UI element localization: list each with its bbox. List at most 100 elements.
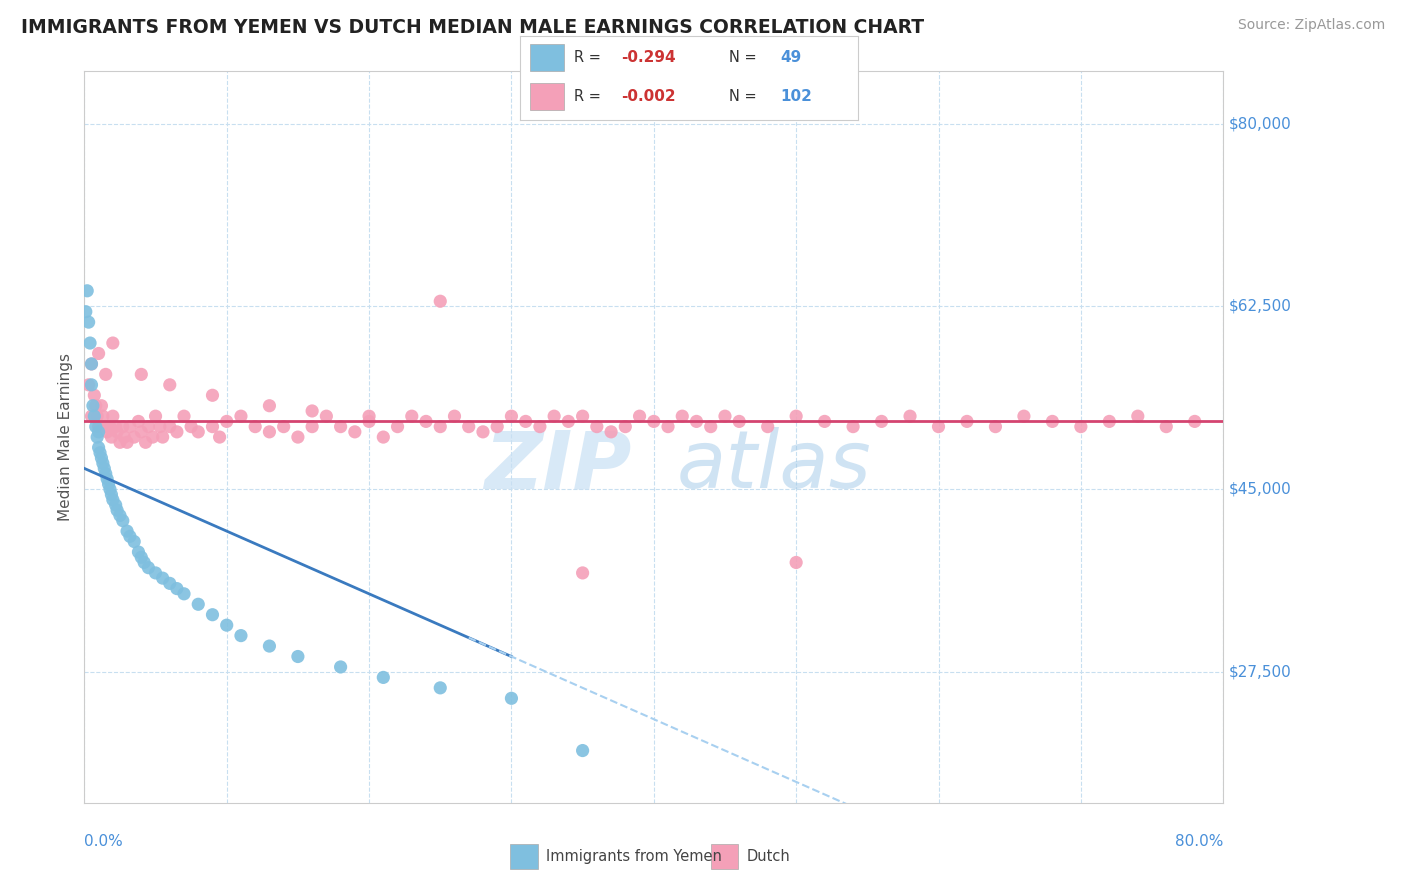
Point (756, 419, 779, 434)
Point (87, 419, 110, 434)
Text: ZIP: ZIP (484, 427, 631, 506)
Point (93, 461, 115, 475)
Point (131, 368, 153, 382)
Point (443, 409, 465, 424)
Point (180, 419, 202, 434)
Point (79, 336, 101, 351)
Point (77, 315, 100, 329)
Point (614, 419, 637, 434)
Text: -0.294: -0.294 (621, 50, 676, 65)
Point (83, 388, 105, 402)
Point (138, 419, 160, 434)
Point (571, 409, 593, 424)
Text: 0.0%: 0.0% (84, 834, 124, 849)
Text: Dutch: Dutch (747, 849, 790, 863)
Point (343, 425, 366, 439)
Point (501, 691, 523, 706)
Point (259, 425, 281, 439)
Point (657, 419, 679, 434)
Point (586, 419, 609, 434)
Point (152, 571, 174, 585)
Text: N =: N = (730, 89, 762, 104)
Point (80, 377, 103, 392)
Point (785, 409, 807, 424)
Point (201, 419, 224, 434)
Point (429, 294, 451, 309)
Point (387, 419, 409, 434)
Point (373, 430, 395, 444)
Point (100, 487, 122, 501)
Point (89, 446, 111, 460)
Point (77, 377, 100, 392)
Bar (711, 844, 738, 869)
Point (287, 649, 309, 664)
Point (91, 409, 114, 424)
Point (928, 419, 950, 434)
Point (100, 430, 122, 444)
Point (429, 419, 451, 434)
Point (86, 409, 108, 424)
Point (131, 425, 153, 439)
Point (127, 545, 149, 559)
Point (111, 514, 134, 528)
Point (359, 409, 381, 424)
Point (97, 477, 120, 491)
Point (80, 357, 103, 371)
Point (159, 576, 181, 591)
Point (80, 357, 103, 371)
Point (201, 607, 224, 622)
Point (90, 399, 112, 413)
Point (1042, 414, 1064, 428)
Point (359, 414, 381, 428)
Point (166, 582, 188, 596)
Point (142, 430, 165, 444)
Point (135, 435, 157, 450)
Text: IMMIGRANTS FROM YEMEN VS DUTCH MEDIAN MALE EARNINGS CORRELATION CHART: IMMIGRANTS FROM YEMEN VS DUTCH MEDIAN MA… (21, 18, 924, 37)
Point (122, 430, 145, 444)
Point (201, 388, 224, 402)
Text: 102: 102 (780, 89, 811, 104)
Point (87, 346, 110, 360)
Point (842, 419, 865, 434)
Point (152, 430, 174, 444)
Point (115, 435, 138, 450)
Point (529, 419, 551, 434)
Point (80, 409, 103, 424)
Point (373, 670, 395, 684)
Point (486, 419, 509, 434)
Point (105, 503, 128, 517)
Point (259, 639, 281, 653)
Point (1012, 409, 1035, 424)
Point (145, 409, 167, 424)
Text: Source: ZipAtlas.com: Source: ZipAtlas.com (1237, 18, 1385, 32)
Point (118, 529, 141, 543)
Text: atlas: atlas (676, 427, 872, 506)
Point (457, 419, 479, 434)
Point (571, 743, 593, 757)
Point (104, 498, 127, 512)
Point (628, 409, 651, 424)
Point (643, 414, 665, 428)
Point (115, 524, 138, 538)
Point (159, 419, 181, 434)
Point (401, 409, 423, 424)
Point (108, 508, 131, 523)
Point (187, 597, 209, 611)
Point (94, 368, 117, 382)
Point (301, 404, 323, 418)
Point (229, 409, 252, 424)
Point (984, 419, 1007, 434)
Point (84, 399, 107, 413)
Bar (510, 844, 537, 869)
Point (301, 419, 323, 434)
Point (785, 556, 807, 570)
Point (1070, 419, 1092, 434)
Point (1184, 414, 1206, 428)
Point (82, 399, 104, 413)
Point (814, 414, 837, 428)
Point (96, 472, 118, 486)
Point (515, 414, 537, 428)
Point (108, 435, 131, 450)
Point (329, 660, 352, 674)
Point (127, 414, 149, 428)
